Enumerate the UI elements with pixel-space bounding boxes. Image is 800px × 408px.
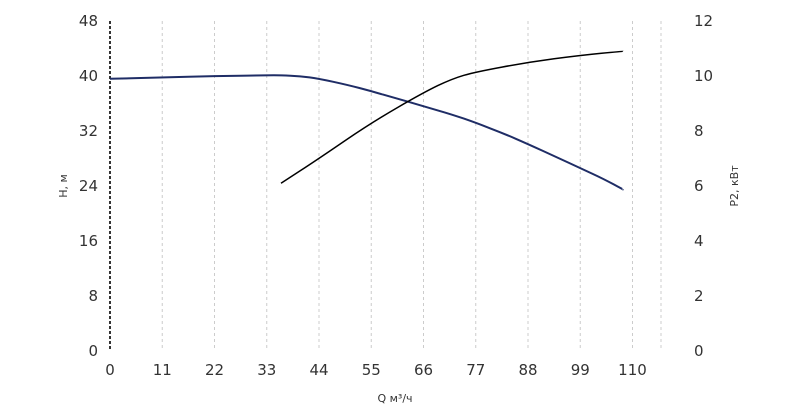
y-tick-label: 0	[88, 342, 98, 360]
x-tick-label: 77	[466, 361, 485, 379]
grid-lines	[161, 21, 662, 351]
y2-tick-label: 6	[694, 177, 704, 195]
x-tick-label: 88	[518, 361, 537, 379]
series-lines	[109, 50, 624, 191]
x-tick-label: 0	[105, 361, 115, 379]
x-tick-label: 66	[414, 361, 433, 379]
x-tick-label: 55	[362, 361, 381, 379]
y-tick-label: 16	[79, 232, 98, 250]
x-tick-label: 99	[571, 361, 590, 379]
y2-tick-label: 4	[694, 232, 704, 250]
y2-tick-label: 12	[694, 12, 713, 30]
tick-labels: 0 11 22 33 44 55 66 77 88 99 110081624324048024681…	[79, 12, 713, 379]
y-tick-label: 40	[79, 67, 98, 85]
y2-tick-label: 8	[694, 122, 704, 140]
y-tick-label: 48	[79, 12, 98, 30]
head-curve	[109, 74, 624, 191]
y2-tick-label: 2	[694, 287, 704, 305]
y2-tick-label: 0	[694, 342, 704, 360]
y-tick-label: 8	[88, 287, 98, 305]
power-curve	[280, 50, 624, 184]
y-tick-label: 24	[79, 177, 98, 195]
x-tick-label: 22	[205, 361, 224, 379]
x-axis-title: Q м³/ч	[377, 392, 412, 405]
y2-tick-label: 10	[694, 67, 713, 85]
x-tick-label: 44	[309, 361, 328, 379]
y-axis-title: H, м	[57, 174, 70, 198]
x-tick-label: 33	[257, 361, 276, 379]
y-tick-label: 32	[79, 122, 98, 140]
x-tick-label: 110	[618, 361, 647, 379]
y2-axis-title: P2, кВт	[728, 165, 741, 207]
x-tick-label: 11	[153, 361, 172, 379]
